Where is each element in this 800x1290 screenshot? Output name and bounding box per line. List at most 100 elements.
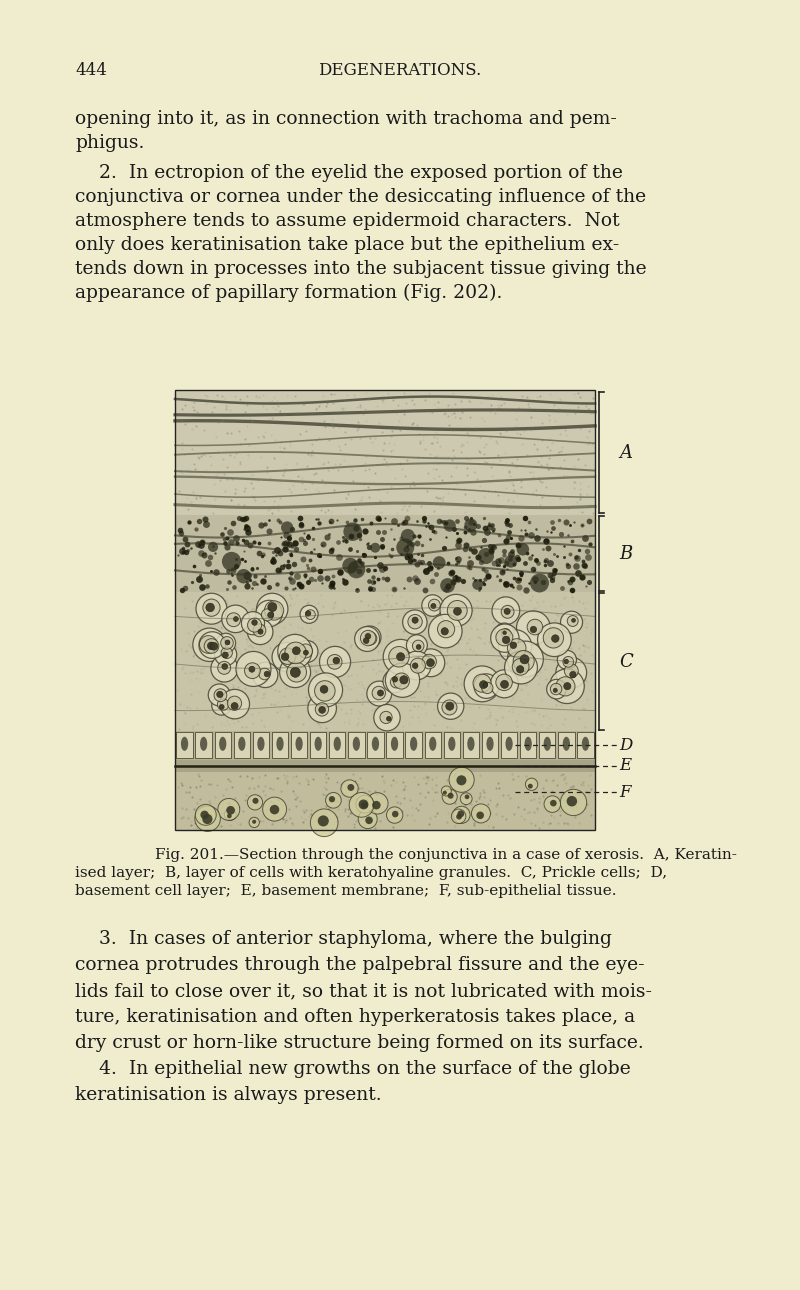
Circle shape <box>214 689 227 702</box>
Bar <box>175 592 595 731</box>
Circle shape <box>247 795 262 810</box>
Bar <box>578 731 594 757</box>
Circle shape <box>544 796 561 813</box>
Circle shape <box>280 657 310 688</box>
Circle shape <box>571 618 575 622</box>
Circle shape <box>217 691 223 698</box>
Circle shape <box>200 810 209 819</box>
Ellipse shape <box>582 737 589 751</box>
Circle shape <box>222 605 250 632</box>
Circle shape <box>492 597 520 624</box>
Circle shape <box>440 595 472 627</box>
Text: opening into it, as in connection with trachoma and pem-: opening into it, as in connection with t… <box>75 110 617 128</box>
Ellipse shape <box>506 737 513 751</box>
Circle shape <box>342 557 358 574</box>
Circle shape <box>527 619 542 635</box>
Circle shape <box>247 619 273 645</box>
Circle shape <box>358 810 377 828</box>
Circle shape <box>454 608 462 615</box>
Circle shape <box>543 628 563 648</box>
Circle shape <box>270 805 279 814</box>
Ellipse shape <box>276 737 284 751</box>
Circle shape <box>510 642 517 649</box>
Circle shape <box>366 633 371 639</box>
Circle shape <box>412 663 418 668</box>
Circle shape <box>448 792 454 799</box>
Text: C: C <box>619 653 633 671</box>
Circle shape <box>505 651 538 684</box>
Circle shape <box>446 702 454 711</box>
Text: only does keratinisation take place but the epithelium ex-: only does keratinisation take place but … <box>75 236 619 254</box>
Circle shape <box>526 778 538 791</box>
Circle shape <box>392 811 398 818</box>
Circle shape <box>453 806 470 823</box>
Circle shape <box>558 650 577 670</box>
Circle shape <box>490 670 518 698</box>
Circle shape <box>464 519 478 531</box>
Circle shape <box>442 786 451 796</box>
Circle shape <box>366 792 388 814</box>
Circle shape <box>447 601 467 620</box>
Text: lids fail to close over it, so that it is not lubricated with mois-: lids fail to close over it, so that it i… <box>75 982 652 1000</box>
Circle shape <box>567 615 578 627</box>
Circle shape <box>390 676 402 688</box>
Circle shape <box>290 667 300 677</box>
Ellipse shape <box>334 737 341 751</box>
Circle shape <box>219 704 224 710</box>
Text: dry crust or horn-like structure being formed on its surface.: dry crust or horn-like structure being f… <box>75 1035 644 1053</box>
Circle shape <box>433 556 446 569</box>
Circle shape <box>216 633 235 653</box>
Circle shape <box>221 636 234 649</box>
Circle shape <box>360 631 376 646</box>
Circle shape <box>451 809 466 823</box>
Ellipse shape <box>544 737 551 751</box>
Circle shape <box>456 814 462 819</box>
Circle shape <box>471 804 490 823</box>
Circle shape <box>243 571 252 580</box>
Ellipse shape <box>429 737 436 751</box>
Circle shape <box>517 611 550 645</box>
Circle shape <box>231 703 238 710</box>
Bar <box>234 731 250 757</box>
Text: B: B <box>619 544 632 562</box>
Bar <box>520 731 536 757</box>
Circle shape <box>479 681 487 689</box>
Text: 3.  In cases of anterior staphyloma, where the bulging: 3. In cases of anterior staphyloma, wher… <box>75 930 612 948</box>
Circle shape <box>226 806 235 815</box>
Circle shape <box>298 644 313 658</box>
Circle shape <box>281 521 294 534</box>
Circle shape <box>253 797 258 804</box>
Circle shape <box>199 632 226 658</box>
Circle shape <box>272 642 302 672</box>
Ellipse shape <box>562 737 570 751</box>
Circle shape <box>222 651 228 658</box>
Circle shape <box>457 775 466 786</box>
Circle shape <box>498 630 532 663</box>
Circle shape <box>282 653 289 660</box>
Circle shape <box>408 614 422 630</box>
Circle shape <box>513 650 534 672</box>
Circle shape <box>473 675 491 693</box>
Circle shape <box>440 578 455 593</box>
Text: ture, keratinisation and often hyperkeratosis takes place, a: ture, keratinisation and often hyperkera… <box>75 1007 635 1026</box>
Circle shape <box>202 814 213 824</box>
Circle shape <box>206 604 214 611</box>
Circle shape <box>249 666 255 672</box>
Circle shape <box>564 659 569 664</box>
Circle shape <box>412 617 418 623</box>
Bar <box>444 731 460 757</box>
Circle shape <box>564 664 578 677</box>
Circle shape <box>349 792 374 817</box>
Circle shape <box>429 599 440 611</box>
Circle shape <box>264 671 270 677</box>
Circle shape <box>361 801 368 809</box>
Circle shape <box>490 624 519 653</box>
Circle shape <box>460 793 472 805</box>
Circle shape <box>258 630 263 635</box>
Circle shape <box>247 618 262 632</box>
Circle shape <box>358 800 369 809</box>
Circle shape <box>258 668 270 680</box>
Ellipse shape <box>258 737 265 751</box>
Circle shape <box>218 662 230 675</box>
Circle shape <box>392 677 398 682</box>
